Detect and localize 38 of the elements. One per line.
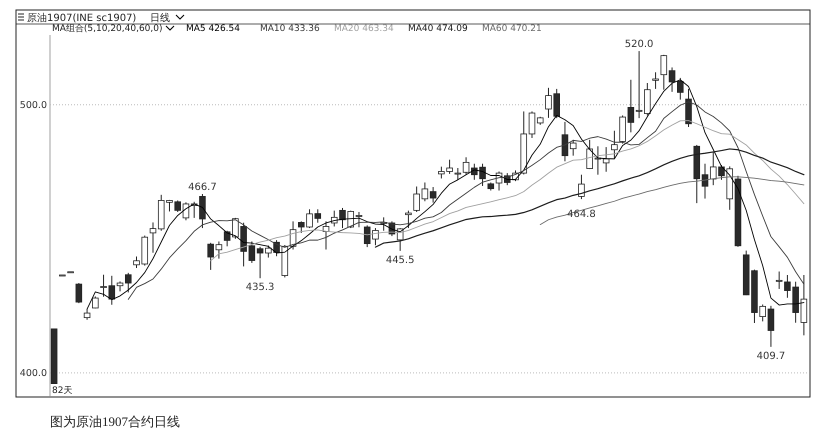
candlestick (446, 159, 453, 174)
annotation: 520.0 (624, 39, 654, 50)
text: MA60 470.21 (482, 24, 542, 34)
text: MA10 433.36 (260, 24, 320, 34)
candlestick (611, 130, 618, 159)
candlestick (562, 121, 568, 162)
candlestick (602, 146, 610, 172)
annotation: 435.3 (246, 282, 274, 294)
candlestick (322, 220, 330, 250)
candlestick (438, 166, 445, 179)
candlestick (76, 282, 82, 304)
candlestick (570, 139, 576, 156)
candlestick (660, 54, 668, 90)
chart-title: 原油1907(INE sc1907) (27, 12, 136, 24)
annotation: 445.5 (386, 254, 414, 266)
annotation: 409.7 (756, 350, 786, 362)
candlestick (454, 168, 462, 180)
candlestick (652, 72, 659, 90)
line-series (128, 101, 804, 300)
text: MA40 474.09 (408, 24, 468, 34)
candlestick (92, 296, 99, 310)
annotation: 82天 (52, 385, 72, 396)
legend-label: MA5 426.54 (186, 24, 240, 34)
text: 图为原油1907合约日线 (50, 414, 180, 429)
candlestick (578, 174, 585, 200)
text: MA组合(5,10,20,40,60,0) (52, 23, 163, 34)
y-tick-label: 500.0 (20, 100, 47, 112)
candlestick (84, 308, 90, 320)
line-series (374, 148, 804, 248)
annotation: 466.7 (188, 182, 217, 194)
annotation: 464.8 (567, 209, 596, 220)
candlestick (677, 77, 684, 100)
text: MA20 463.34 (334, 24, 394, 34)
candlestick (430, 186, 436, 204)
candlestick (668, 66, 676, 92)
chart-subtitle: 日线 (150, 12, 170, 24)
y-tick-label: 400.0 (20, 368, 47, 380)
candlestick (405, 210, 412, 229)
